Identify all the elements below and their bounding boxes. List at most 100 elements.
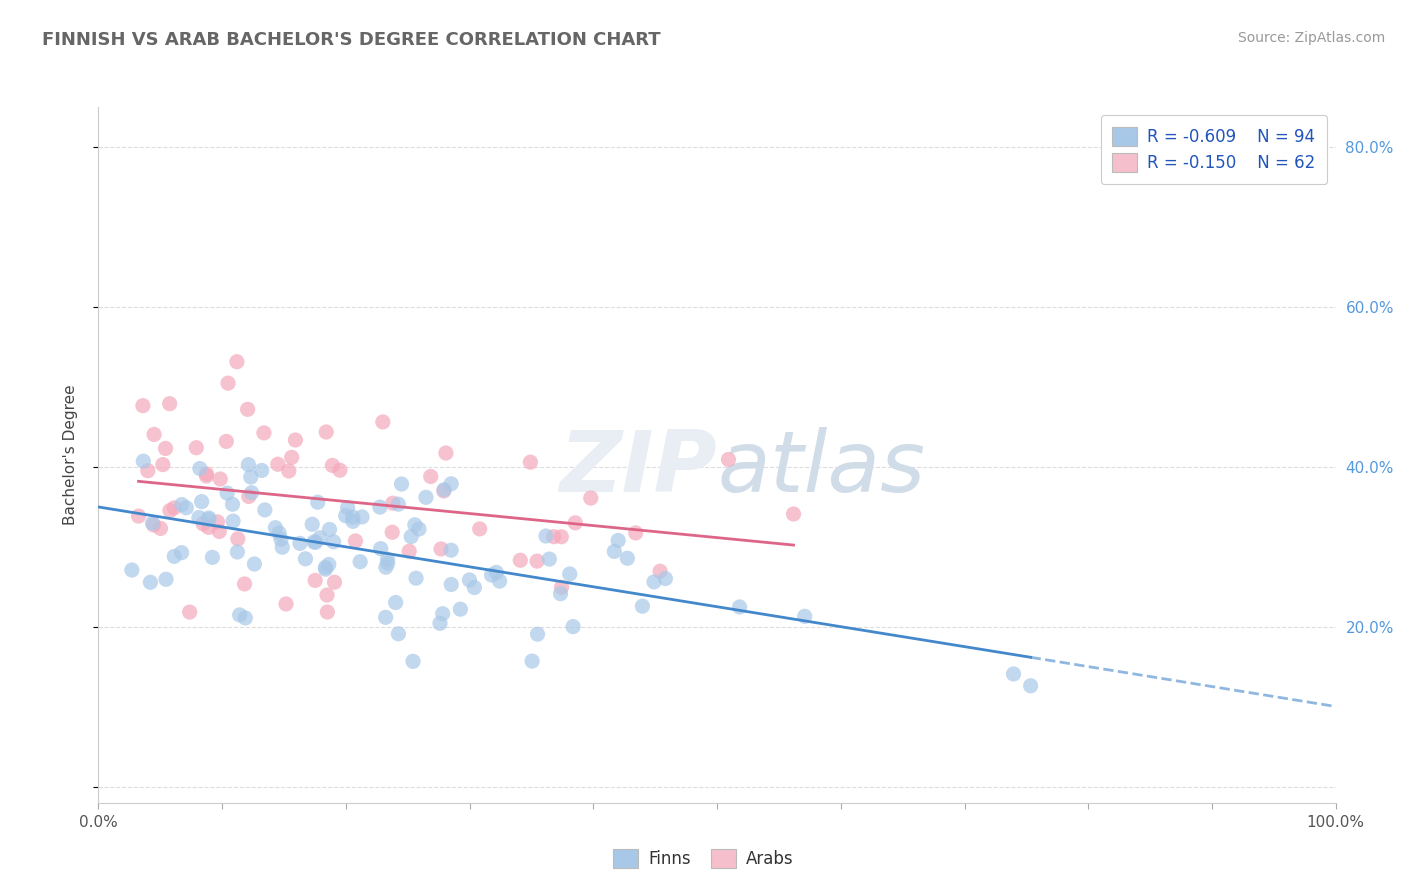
Point	[121, 563, 143, 577]
Point	[381, 496, 404, 510]
Point	[564, 516, 586, 530]
Point	[314, 560, 336, 574]
Point	[267, 457, 290, 471]
Point	[458, 573, 481, 587]
Point	[318, 558, 340, 572]
Point	[233, 577, 256, 591]
Point	[207, 515, 229, 529]
Point	[304, 535, 326, 549]
Point	[538, 552, 561, 566]
Point	[429, 616, 451, 631]
Point	[509, 553, 531, 567]
Point	[408, 522, 430, 536]
Point	[294, 551, 316, 566]
Point	[226, 545, 249, 559]
Point	[440, 543, 463, 558]
Point	[381, 525, 404, 540]
Point	[191, 516, 214, 531]
Point	[399, 530, 422, 544]
Point	[404, 517, 426, 532]
Point	[624, 525, 647, 540]
Point	[717, 452, 740, 467]
Point	[488, 574, 510, 588]
Point	[562, 619, 585, 633]
Point	[188, 461, 211, 475]
Point	[217, 376, 239, 391]
Point	[198, 512, 221, 526]
Point	[187, 510, 209, 524]
Point	[432, 607, 454, 621]
Point	[270, 533, 292, 547]
Point	[342, 514, 364, 528]
Point	[253, 503, 276, 517]
Point	[243, 557, 266, 571]
Point	[149, 521, 172, 535]
Point	[550, 530, 572, 544]
Point	[335, 508, 357, 523]
Point	[208, 524, 231, 539]
Point	[315, 425, 337, 439]
Point	[391, 477, 413, 491]
Text: FINNISH VS ARAB BACHELOR'S DEGREE CORRELATION CHART: FINNISH VS ARAB BACHELOR'S DEGREE CORREL…	[42, 31, 661, 49]
Point	[1019, 679, 1042, 693]
Point	[163, 549, 186, 564]
Point	[616, 551, 638, 566]
Point	[155, 572, 177, 586]
Point	[387, 497, 409, 511]
Point	[398, 544, 420, 558]
Point	[449, 602, 471, 616]
Point	[463, 581, 485, 595]
Point	[1002, 667, 1025, 681]
Point	[132, 454, 155, 468]
Point	[374, 560, 396, 574]
Point	[136, 464, 159, 478]
Point	[288, 536, 311, 550]
Point	[321, 458, 343, 473]
Point	[315, 562, 337, 576]
Point	[201, 550, 224, 565]
Point	[782, 507, 804, 521]
Point	[190, 494, 212, 508]
Point	[274, 597, 297, 611]
Text: ZIP: ZIP	[560, 427, 717, 510]
Point	[253, 425, 276, 440]
Point	[139, 575, 162, 590]
Point	[433, 483, 456, 497]
Point	[221, 497, 243, 511]
Point	[179, 605, 201, 619]
Point	[228, 607, 250, 622]
Point	[371, 415, 394, 429]
Point	[534, 529, 557, 543]
Point	[377, 552, 399, 566]
Point	[316, 588, 339, 602]
Point	[307, 495, 329, 509]
Point	[222, 514, 245, 528]
Legend: R = -0.609    N = 94, R = -0.150    N = 62: R = -0.609 N = 94, R = -0.150 N = 62	[1101, 115, 1327, 184]
Point	[170, 498, 193, 512]
Point	[419, 469, 441, 483]
Point	[607, 533, 630, 548]
Text: Source: ZipAtlas.com: Source: ZipAtlas.com	[1237, 31, 1385, 45]
Point	[603, 544, 626, 558]
Point	[170, 546, 193, 560]
Point	[198, 511, 221, 525]
Point	[793, 609, 815, 624]
Point	[387, 626, 409, 640]
Point	[370, 541, 392, 556]
Point	[323, 575, 346, 590]
Point	[434, 446, 457, 460]
Point	[558, 566, 581, 581]
Point	[648, 564, 671, 578]
Point	[654, 572, 676, 586]
Point	[631, 599, 654, 614]
Point	[240, 485, 263, 500]
Point	[349, 555, 371, 569]
Point	[269, 526, 291, 541]
Point	[344, 533, 367, 548]
Point	[238, 458, 260, 472]
Point	[377, 556, 399, 570]
Point	[519, 455, 541, 469]
Point	[579, 491, 602, 505]
Point	[302, 535, 325, 549]
Point	[143, 427, 166, 442]
